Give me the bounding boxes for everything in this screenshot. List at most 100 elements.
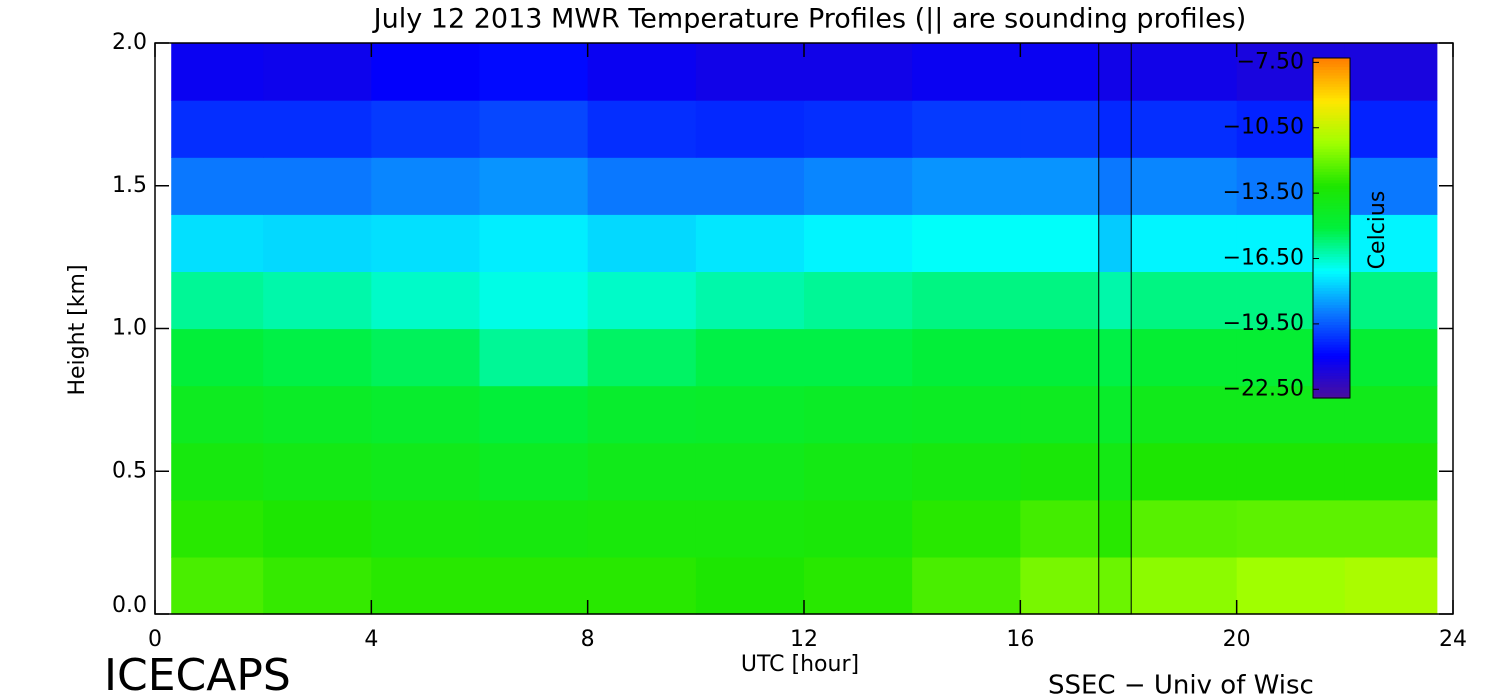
- heat-cell: [479, 442, 589, 501]
- heat-cell: [263, 157, 372, 215]
- colorbar-swatch: [1313, 86, 1350, 90]
- heat-cell: [1344, 157, 1438, 215]
- colorbar-label: Celcius: [1365, 191, 1390, 270]
- colorbar-swatch: [1313, 375, 1350, 379]
- heat-cell: [1128, 442, 1238, 501]
- x-tick-label: 20: [1223, 627, 1251, 652]
- colorbar-swatch: [1313, 225, 1350, 229]
- axes: 0 4 8 12 16 20 24 0.0 0.5 1.0 1.5 2.0 −7.50 −10.50 −13…: [112, 30, 1467, 652]
- colorbar-swatch: [1313, 168, 1350, 172]
- x-tick-label: 16: [1006, 627, 1034, 652]
- heat-cell: [804, 100, 913, 158]
- colorbar-swatch: [1313, 75, 1350, 79]
- y-tick-label: 0.0: [112, 593, 147, 618]
- colorbar-swatch: [1313, 366, 1350, 371]
- heat-cell: [1128, 214, 1238, 272]
- heat-cell: [804, 328, 913, 387]
- heat-cell: [695, 442, 805, 501]
- colorbar-swatch: [1313, 273, 1350, 277]
- colorbar-swatch: [1313, 63, 1350, 68]
- colorbar-swatch: [1313, 174, 1350, 178]
- heat-cell: [1344, 271, 1438, 330]
- y-tick-label: 1.5: [112, 173, 147, 198]
- heat-cell: [171, 442, 264, 501]
- colorbar-swatch: [1313, 128, 1350, 133]
- colorbar-swatch: [1313, 165, 1350, 170]
- colorbar-swatch: [1313, 89, 1350, 93]
- heat-cell: [1344, 556, 1438, 615]
- colorbar-swatch: [1313, 310, 1350, 314]
- heat-cell: [587, 328, 697, 387]
- x-tick-label: 0: [148, 627, 162, 652]
- heat-cell: [912, 328, 1021, 387]
- heat-cell: [804, 442, 913, 501]
- colorbar-swatch: [1313, 72, 1350, 76]
- colorbar-swatch: [1313, 389, 1350, 393]
- colorbar-swatch: [1313, 80, 1350, 85]
- heat-cell: [371, 43, 481, 101]
- heat-cell: [479, 499, 589, 558]
- colorbar-swatch: [1313, 208, 1350, 212]
- colorbar-swatch: [1313, 58, 1350, 62]
- colorbar-swatch: [1313, 347, 1350, 351]
- heat-cell: [587, 442, 697, 501]
- colorbar-swatch: [1313, 313, 1350, 317]
- y-tick-label: 0.5: [112, 458, 147, 483]
- colorbar-swatch: [1313, 191, 1350, 195]
- heat-cell: [1128, 328, 1238, 387]
- colorbar-swatch: [1313, 296, 1350, 300]
- colorbar-swatch: [1313, 352, 1350, 357]
- colorbar-swatch: [1313, 103, 1350, 107]
- colorbar-swatch: [1313, 177, 1350, 181]
- heat-cell: [263, 385, 372, 444]
- colorbar-swatch: [1313, 383, 1350, 388]
- y-axis-label: Height [km]: [65, 264, 90, 395]
- heat-cell: [371, 385, 481, 444]
- heat-cell: [263, 499, 372, 558]
- colorbar-swatch: [1313, 188, 1350, 192]
- colorbar-swatch: [1313, 94, 1350, 99]
- colorbar-swatch: [1313, 233, 1350, 238]
- colorbar-swatch: [1313, 335, 1350, 340]
- colorbar-swatch: [1313, 344, 1350, 348]
- heat-cell: [479, 556, 589, 615]
- heat-cell: [912, 100, 1021, 158]
- heat-cell: [479, 43, 589, 101]
- heat-cell: [479, 385, 589, 444]
- heat-cell: [1098, 43, 1132, 101]
- colorbar-swatch: [1313, 358, 1350, 362]
- colorbar-swatch: [1313, 284, 1350, 289]
- heat-cell: [1236, 556, 1346, 615]
- heat-cell: [1098, 157, 1132, 215]
- colorbar-swatch: [1313, 338, 1350, 342]
- heat-cell: [1236, 499, 1346, 558]
- heat-cell: [1098, 556, 1132, 615]
- heat-cell: [587, 385, 697, 444]
- heat-cell: [1344, 499, 1438, 558]
- colorbar-swatch: [1313, 120, 1350, 124]
- colorbar-swatch: [1313, 83, 1350, 87]
- heat-cell: [371, 442, 481, 501]
- colorbar-swatch: [1313, 386, 1350, 391]
- heat-cell: [804, 271, 913, 330]
- heat-cell: [171, 328, 264, 387]
- colorbar-swatch: [1313, 202, 1350, 206]
- heat-cell: [912, 214, 1021, 272]
- colorbar-swatch: [1313, 134, 1350, 138]
- heat-cell: [479, 328, 589, 387]
- colorbar-swatch: [1313, 162, 1350, 167]
- colorbar-swatch: [1313, 341, 1350, 345]
- heat-cell: [1128, 157, 1238, 215]
- heat-cell: [912, 556, 1021, 615]
- heat-cell: [1344, 442, 1438, 501]
- colorbar-swatch: [1313, 315, 1350, 320]
- colorbar-swatch: [1313, 267, 1350, 272]
- chart-title: July 12 2013 MWR Temperature Profiles (|…: [372, 4, 1247, 35]
- heat-cell: [1128, 271, 1238, 330]
- colorbar-swatch: [1313, 245, 1350, 249]
- heat-cell: [1098, 100, 1132, 158]
- heat-cell: [371, 100, 481, 158]
- heat-cell: [804, 43, 913, 101]
- colorbar-swatch: [1313, 92, 1350, 96]
